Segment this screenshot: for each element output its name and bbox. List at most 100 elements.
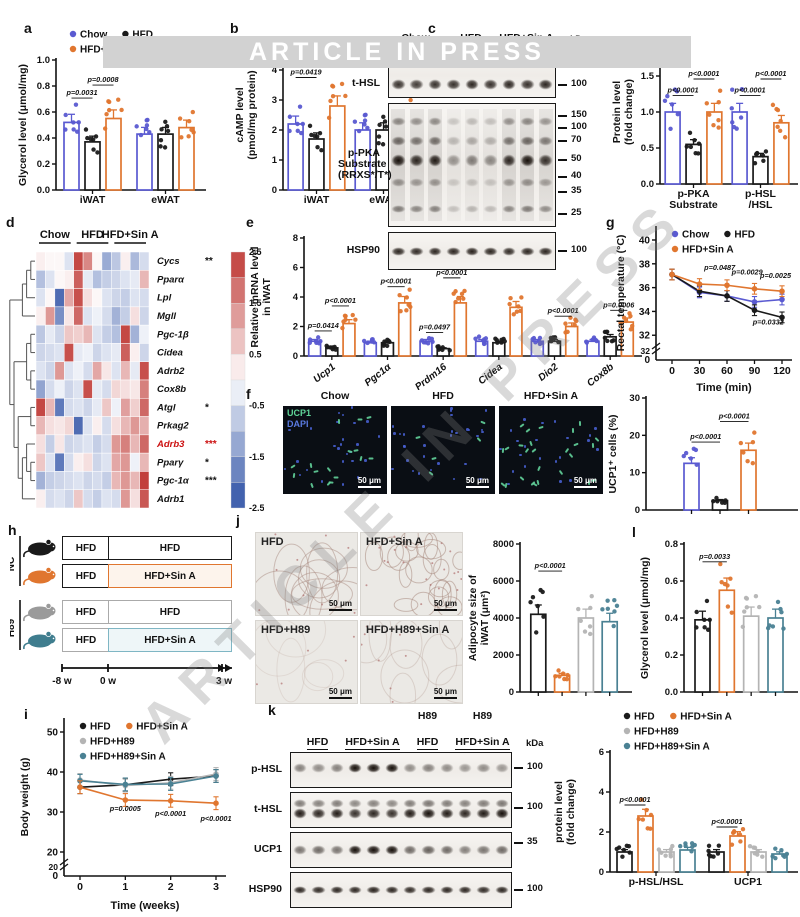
panel-d-label: d bbox=[6, 214, 15, 230]
blot-strip-t-hsl bbox=[290, 792, 512, 828]
svg-text:0: 0 bbox=[293, 351, 298, 362]
western-blot-k: H89 H89 HFD HFD+Sin A HFD HFD+Sin A kDa p-HSL 10… bbox=[228, 710, 558, 908]
svg-text:Adrb2: Adrb2 bbox=[156, 366, 185, 377]
svg-text:2: 2 bbox=[272, 125, 277, 136]
svg-text:0: 0 bbox=[77, 881, 83, 893]
mouse-icon bbox=[23, 603, 56, 622]
svg-text:Prdm16: Prdm16 bbox=[413, 361, 449, 390]
svg-text:50: 50 bbox=[47, 728, 59, 739]
gene-heatmap: Chow HFD HFD+Sin A Cycs ** Pparα Lpl Mgll Pgc-1β… bbox=[6, 226, 265, 518]
svg-text:Rectal temperature (°C): Rectal temperature (°C) bbox=[615, 235, 627, 352]
design-post-box: HFD+Sin A bbox=[108, 564, 232, 588]
svg-text:Glycerol level (μmol/mg): Glycerol level (μmol/mg) bbox=[17, 64, 29, 186]
svg-text:cAMP level: cAMP level bbox=[234, 87, 246, 142]
svg-text:/HSL: /HSL bbox=[749, 199, 774, 211]
svg-text:1.5: 1.5 bbox=[641, 71, 655, 82]
mouse-icon bbox=[23, 631, 56, 650]
svg-text:0.0: 0.0 bbox=[641, 179, 654, 190]
svg-text:Adipocyte size of: Adipocyte size of bbox=[467, 574, 479, 661]
svg-text:p<0.0001: p<0.0001 bbox=[734, 86, 766, 95]
svg-text:Protein level: Protein level bbox=[611, 81, 623, 144]
panel-f-label: f bbox=[246, 386, 251, 402]
panel-j-label: j bbox=[236, 512, 240, 528]
svg-text:p<0.0001: p<0.0001 bbox=[687, 69, 719, 78]
svg-text:eWAT: eWAT bbox=[151, 194, 180, 206]
svg-text:-8 w: -8 w bbox=[52, 676, 72, 687]
mrna-bar-chart: 0 2 4 6 8 Relative mRNA level in iWAT Ucp1 Pgc1α… bbox=[248, 222, 644, 393]
svg-text:20: 20 bbox=[629, 430, 640, 441]
panel-l-label: l bbox=[632, 524, 636, 540]
kda-marker: 35 bbox=[571, 184, 582, 196]
svg-text:p-HSL/HSL: p-HSL/HSL bbox=[629, 876, 684, 888]
kda-marker: 100 bbox=[527, 761, 543, 773]
svg-text:Cidea: Cidea bbox=[157, 348, 183, 359]
svg-text:p=0.0497: p=0.0497 bbox=[418, 322, 451, 331]
svg-text:0.0: 0.0 bbox=[37, 185, 50, 196]
svg-text:p<0.0001: p<0.0001 bbox=[710, 817, 742, 826]
protein-level-bar-chart: 0.00.51.01.52.0Protein level(fold change… bbox=[610, 24, 800, 216]
svg-text:Adrb3: Adrb3 bbox=[156, 439, 185, 450]
svg-text:**: ** bbox=[205, 256, 213, 267]
svg-text:Pgc-1β: Pgc-1β bbox=[157, 329, 189, 340]
svg-text:HFD+Sin A: HFD+Sin A bbox=[680, 712, 732, 723]
svg-text:1: 1 bbox=[122, 881, 128, 893]
svg-text:Time (min): Time (min) bbox=[696, 382, 752, 394]
svg-text:p<0.0001: p<0.0001 bbox=[718, 412, 750, 421]
scale-bar: 50 μm bbox=[433, 599, 457, 611]
scale-bar: 50 μm bbox=[573, 476, 597, 488]
svg-text:p-HSL: p-HSL bbox=[745, 188, 776, 200]
svg-text:2000: 2000 bbox=[493, 650, 514, 661]
svg-text:*: * bbox=[205, 457, 209, 468]
svg-text:Chow: Chow bbox=[80, 30, 107, 41]
svg-text:Body weight (g): Body weight (g) bbox=[19, 758, 31, 837]
design-pre-box: HFD bbox=[62, 628, 110, 652]
svg-text:30: 30 bbox=[694, 365, 706, 377]
svg-text:120: 120 bbox=[773, 365, 791, 377]
svg-text:p<0.0001: p<0.0001 bbox=[618, 795, 650, 804]
if-image-chow: UCP1 DAPI 50 μm bbox=[283, 406, 387, 494]
svg-text:0: 0 bbox=[669, 365, 675, 377]
article-in-press-banner: ARTICLE IN PRESS bbox=[103, 36, 691, 68]
svg-text:p<0.0001: p<0.0001 bbox=[199, 814, 231, 823]
svg-text:2: 2 bbox=[168, 881, 174, 893]
scale-bar: 50 μm bbox=[328, 687, 352, 699]
svg-text:p-PKA: p-PKA bbox=[677, 188, 709, 200]
svg-text:Glycerol level (μmol/mg): Glycerol level (μmol/mg) bbox=[639, 557, 651, 679]
panel-e-label: e bbox=[246, 214, 254, 230]
blot-target-label: HSP90 bbox=[346, 243, 380, 256]
svg-text:iWAT (μm²): iWAT (μm²) bbox=[479, 591, 491, 646]
svg-text:60: 60 bbox=[721, 365, 733, 377]
hist-image-hfd: HFD 50 μm bbox=[255, 532, 358, 616]
immunofluorescence-images: Chow UCP1 DAPI 50 μm HFD 50 μm HFD+Sin A 50 μm bbox=[252, 390, 604, 504]
scale-bar: 50 μm bbox=[465, 476, 489, 488]
blot-strip-hsp90 bbox=[290, 872, 512, 908]
blot-group-label: HFD bbox=[306, 736, 329, 750]
svg-text:H89: H89 bbox=[10, 618, 17, 637]
svg-text:Chow: Chow bbox=[682, 230, 709, 241]
svg-text:Lpl: Lpl bbox=[157, 293, 172, 304]
svg-text:2.5: 2.5 bbox=[249, 247, 262, 257]
svg-text:6: 6 bbox=[599, 747, 604, 758]
svg-text:p<0.0001: p<0.0001 bbox=[534, 561, 566, 570]
svg-text:p<0.0001: p<0.0001 bbox=[435, 268, 467, 277]
svg-text:UCP1: UCP1 bbox=[734, 876, 762, 888]
kda-marker: 35 bbox=[527, 836, 538, 848]
svg-text:1.5: 1.5 bbox=[249, 298, 262, 308]
svg-text:HFD: HFD bbox=[81, 229, 104, 241]
scale-bar: 50 μm bbox=[357, 476, 381, 488]
svg-text:4000: 4000 bbox=[493, 613, 514, 624]
glycerol-bar-chart: 0.0 0.2 0.4 0.6 0.8 1.0 Glycerol level (μmol/m… bbox=[16, 24, 208, 210]
hist-image-label: HFD+Sin A bbox=[366, 536, 423, 548]
svg-text:8000: 8000 bbox=[493, 539, 514, 550]
if-column-label: Chow bbox=[320, 390, 350, 402]
blot-target-label: t-HSL bbox=[352, 77, 380, 90]
svg-text:38: 38 bbox=[639, 259, 651, 270]
svg-text:NC: NC bbox=[10, 557, 17, 571]
svg-text:p<0.0001: p<0.0001 bbox=[689, 432, 721, 441]
svg-text:Chow: Chow bbox=[40, 229, 70, 241]
svg-text:Prkag2: Prkag2 bbox=[157, 421, 189, 432]
mouse-icon bbox=[23, 567, 56, 586]
svg-text:1: 1 bbox=[272, 155, 278, 166]
